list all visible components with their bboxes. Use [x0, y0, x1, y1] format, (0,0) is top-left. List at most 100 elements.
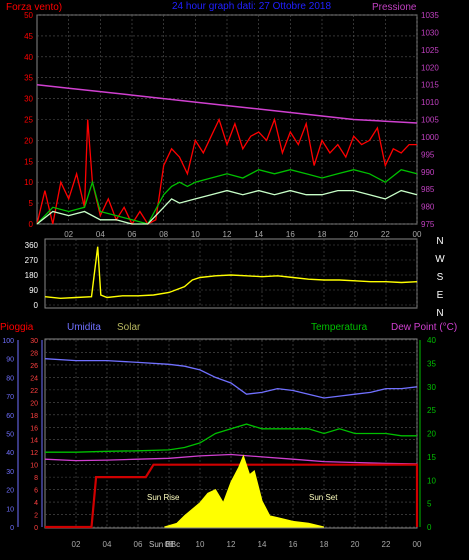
y-tick-label: 30 [427, 383, 436, 392]
compass-label: N [436, 236, 443, 247]
y-tick-label: 1025 [421, 46, 439, 55]
y-tick-label: 90 [6, 357, 14, 364]
y-tick-label: 90 [29, 286, 38, 295]
y-tick-label: 18 [30, 413, 38, 420]
y-tick-label: 20 [24, 136, 33, 145]
series-dew-point-c [44, 453, 418, 465]
y-tick-label: 6 [34, 488, 38, 495]
x-tick-label: 04 [103, 540, 112, 549]
x-tick-label: 00 [413, 230, 422, 239]
y-tick-label: 270 [25, 256, 39, 265]
x-tick-label: 22 [381, 230, 390, 239]
y-tick-label: 990 [421, 168, 435, 177]
x-tick-label: 18 [318, 230, 327, 239]
y-tick-label: 50 [24, 11, 33, 20]
series-pressure [36, 83, 418, 124]
y-tick-label: 22 [30, 388, 38, 395]
y-tick-label: 975 [421, 220, 435, 229]
y-tick-label: 0 [34, 525, 38, 532]
x-tick-label: 00 [413, 540, 422, 549]
humidity-label: Umidita [67, 322, 101, 333]
series-solar [164, 454, 325, 528]
x-tick-label: 04 [96, 230, 105, 239]
y-tick-label: 100 [2, 338, 14, 345]
y-tick-label: 985 [421, 185, 435, 194]
y-tick-label: 2 [34, 513, 38, 520]
wind-panel-grid [37, 14, 418, 225]
sun-rise-label: Sun Rise [147, 493, 180, 502]
y-tick-label: 1005 [421, 116, 439, 125]
series-wind-avg [36, 168, 418, 225]
dewpoint-label: Dew Point (°C) [391, 322, 457, 333]
y-tick-label: 30 [24, 95, 33, 104]
y-tick-label: 40 [6, 450, 14, 457]
y-tick-label: 20 [30, 400, 38, 407]
y-tick-label: 50 [6, 432, 14, 439]
y-tick-label: 70 [6, 394, 14, 401]
y-tick-label: 0 [29, 220, 34, 229]
y-tick-label: 28 [30, 350, 38, 357]
y-tick-label: 1035 [421, 11, 439, 20]
wind-axis-label: Forza vento) [6, 2, 62, 13]
y-tick-label: 15 [24, 157, 33, 166]
series-wind-speed [36, 189, 418, 225]
y-tick-label: 25 [24, 116, 33, 125]
rain-label: Pioggia [0, 322, 34, 333]
y-tick-label: 60 [6, 413, 14, 420]
x-tick-label: 10 [196, 540, 205, 549]
x-tick-label: 16 [289, 540, 298, 549]
y-tick-label: 180 [25, 271, 39, 280]
x-tick-label: 22 [382, 540, 391, 549]
series-umidita [44, 358, 418, 399]
y-tick-label: 8 [34, 475, 38, 482]
y-tick-label: 980 [421, 203, 435, 212]
panel3-series [44, 358, 419, 529]
y-tick-label: 16 [30, 425, 38, 432]
compass-label: N [436, 308, 443, 319]
series-pioggia [45, 463, 419, 529]
chart-title: 24 hour graph dati: 27 Ottobre 2018 [172, 1, 331, 12]
y-tick-label: 1030 [421, 28, 439, 37]
y-tick-label: 5 [427, 500, 432, 509]
y-tick-label: 45 [24, 32, 33, 41]
sun-set-label: Sun Set [309, 493, 338, 502]
x-tick-label: 08 [159, 230, 168, 239]
x-tick-label: 10 [191, 230, 200, 239]
y-tick-label: 10 [6, 506, 14, 513]
temperature-label: Temperatura [311, 322, 368, 333]
compass-label: S [437, 272, 444, 283]
y-tick-label: 10 [24, 178, 33, 187]
y-tick-label: 4 [34, 500, 38, 507]
wind-series [36, 83, 418, 226]
y-tick-label: 20 [427, 430, 436, 439]
y-tick-label: 30 [30, 338, 38, 345]
y-tick-label: 1000 [421, 133, 439, 142]
temperature-y-ticks: 0 5 10 15 20 25 30 35 40 [419, 336, 436, 532]
wind-x-ticks: 02 04 06 08 10 12 14 16 18 20 22 00 [64, 230, 422, 239]
x-tick-label: 20 [351, 540, 360, 549]
x-tick-label: 12 [223, 230, 232, 239]
solar-label: Solar [117, 322, 141, 333]
x-tick-label: 12 [227, 540, 236, 549]
pressure-axis-label: Pressione [372, 2, 417, 13]
y-tick-label: 12 [30, 450, 38, 457]
x-tick-label: 18 [320, 540, 329, 549]
y-tick-label: 25 [427, 406, 436, 415]
pressure-y-ticks: 975 980 985 990 995 1000 1005 1010 1015 1020 1025 1… [421, 11, 439, 229]
series-temperatura [45, 423, 417, 453]
panel3-x-ticks: 02 04 06 08 10 12 14 16 18 20 22 00 [72, 540, 422, 549]
x-tick-label: 20 [349, 230, 358, 239]
y-tick-label: 30 [6, 469, 14, 476]
y-tick-label: 5 [29, 199, 34, 208]
y-tick-label: 14 [30, 438, 38, 445]
y-tick-label: 1010 [421, 98, 439, 107]
y-tick-label: 35 [24, 74, 33, 83]
y-tick-label: 35 [427, 359, 436, 368]
y-tick-label: 20 [6, 488, 14, 495]
series-direction [44, 246, 418, 300]
